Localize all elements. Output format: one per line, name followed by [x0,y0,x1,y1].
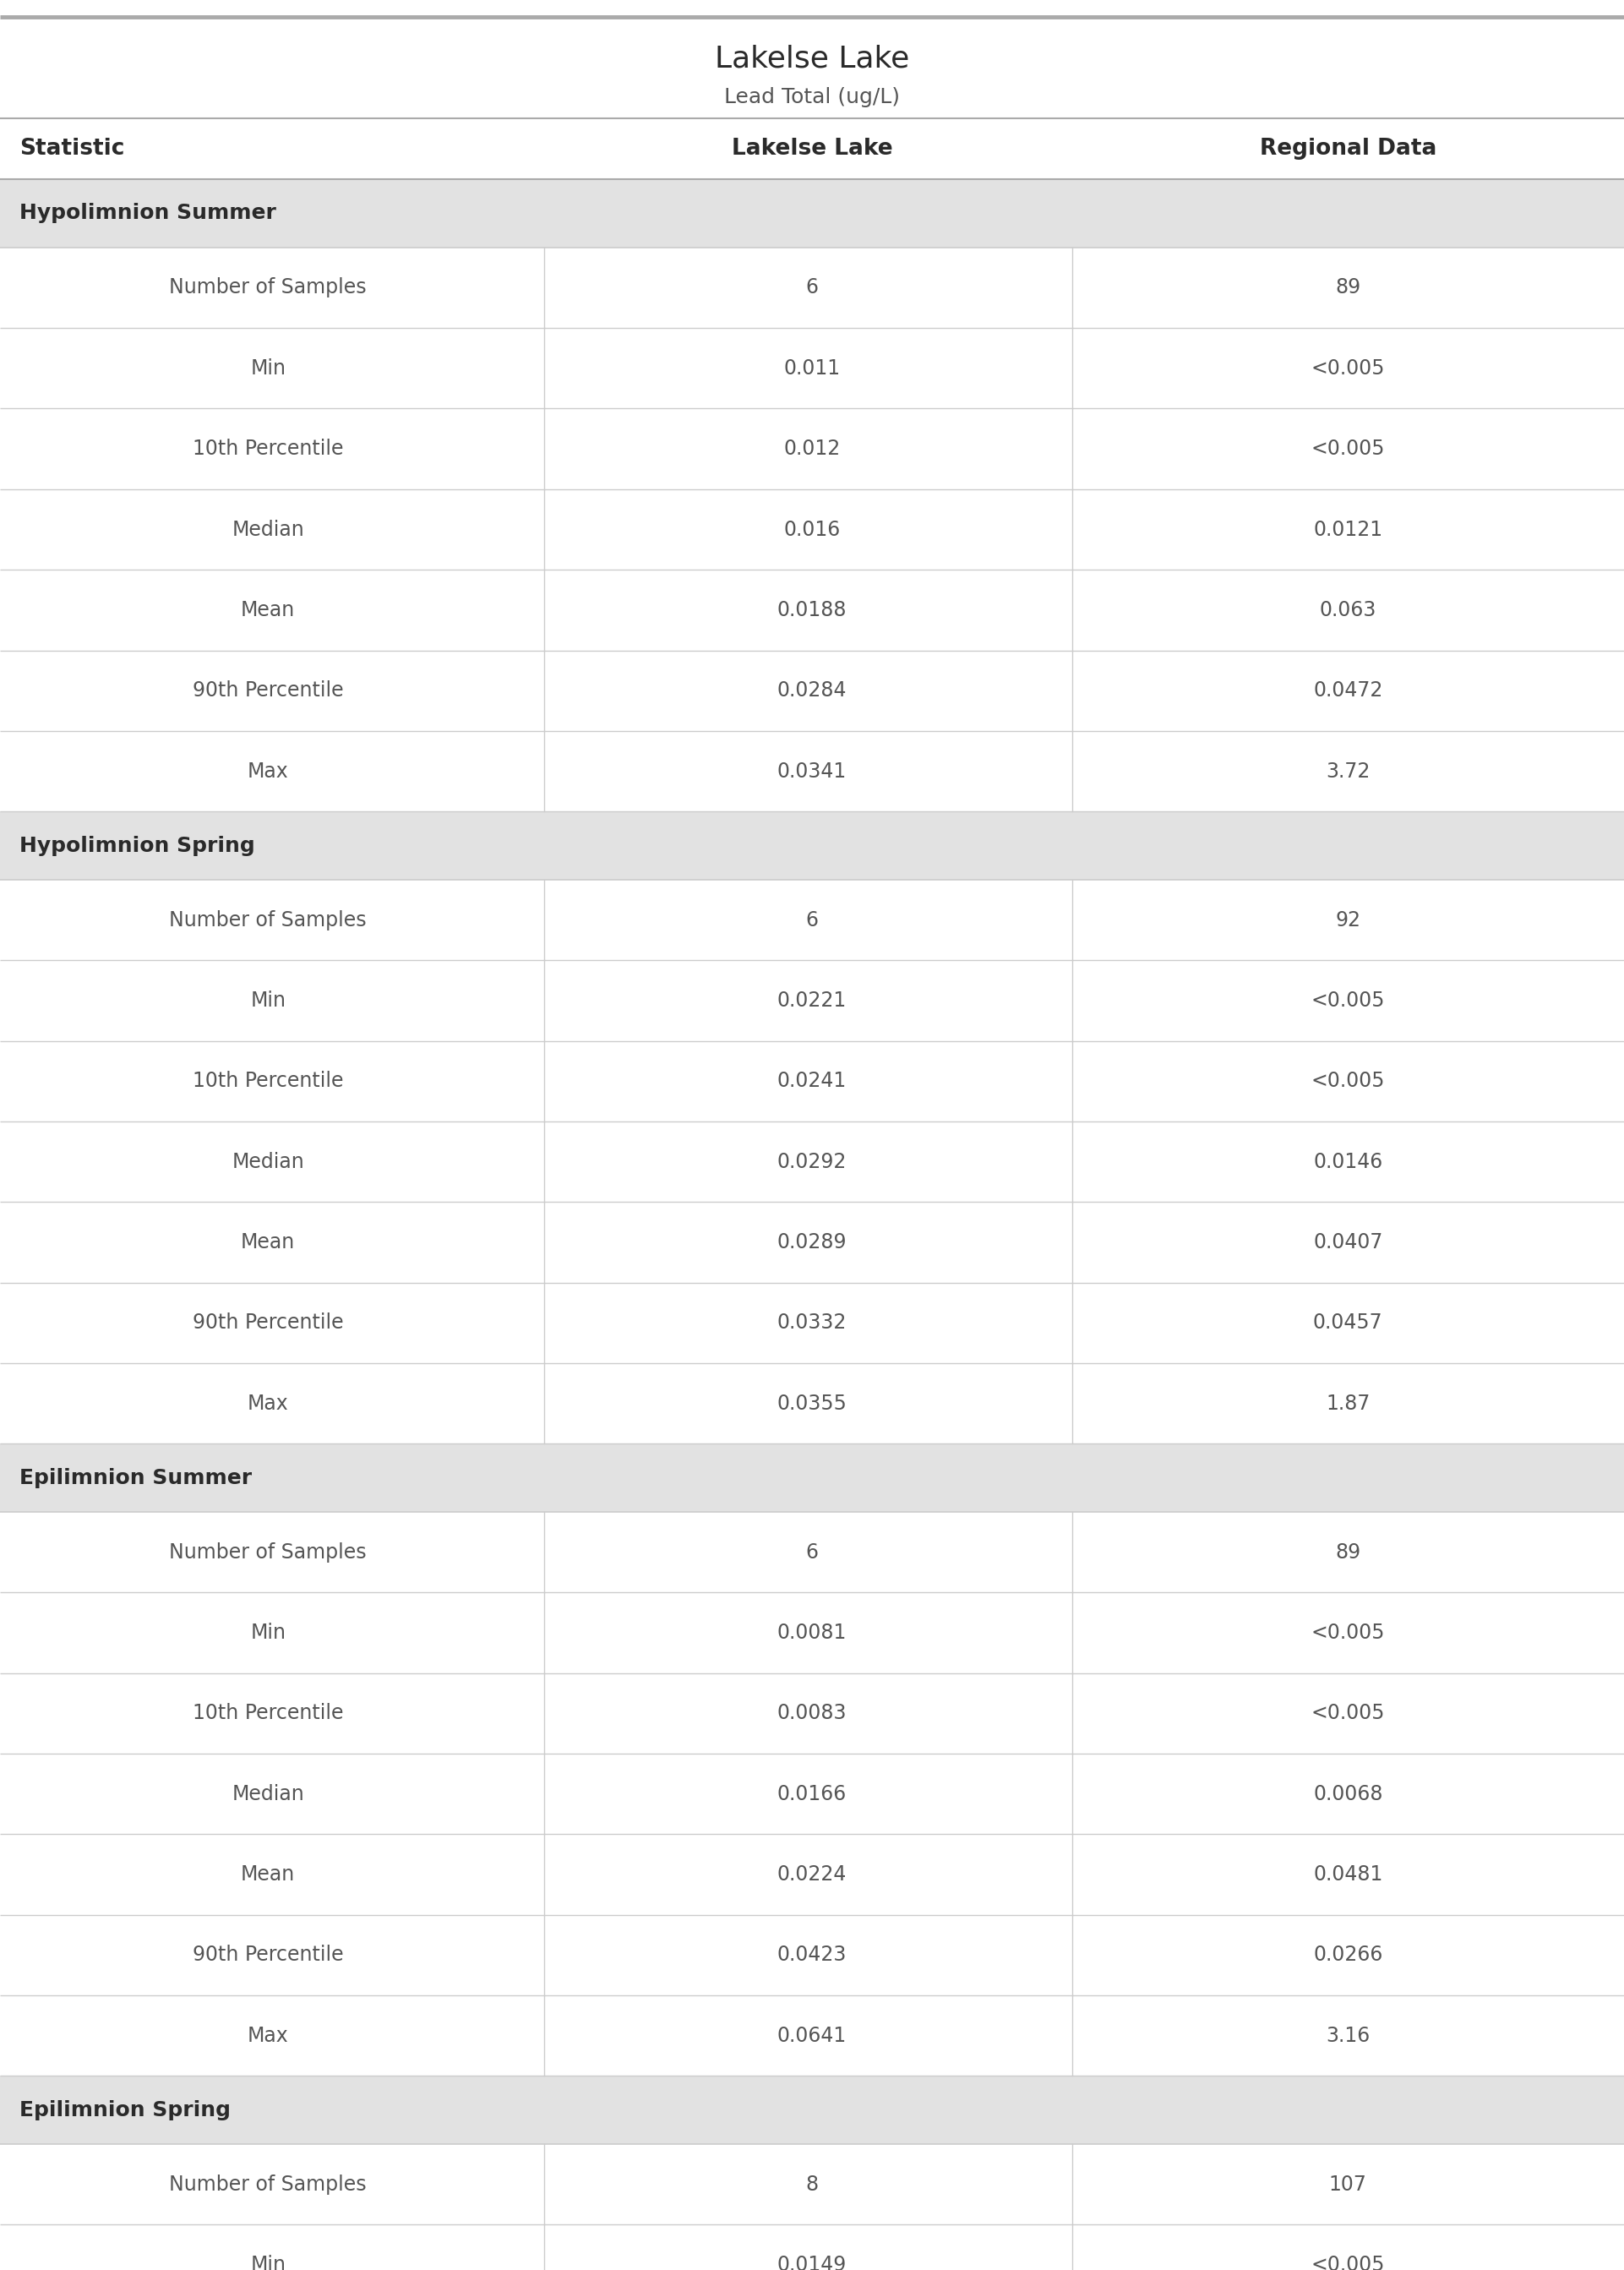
Text: 89: 89 [1335,1541,1361,1562]
Text: Number of Samples: Number of Samples [169,277,367,297]
Text: Min: Min [250,990,286,1010]
Text: 0.0149: 0.0149 [778,2254,846,2270]
Text: Median: Median [232,520,304,540]
Text: 0.0266: 0.0266 [1314,1945,1382,1966]
Text: 0.0188: 0.0188 [778,599,846,620]
Text: 0.0166: 0.0166 [778,1784,846,1805]
Text: Median: Median [232,1151,304,1171]
Text: 0.0641: 0.0641 [778,2025,846,2045]
Text: 3.72: 3.72 [1325,760,1371,781]
Text: 0.0423: 0.0423 [778,1945,846,1966]
Text: 0.016: 0.016 [784,520,840,540]
Text: 8: 8 [806,2175,818,2195]
Text: 0.0081: 0.0081 [778,1623,846,1643]
Text: Min: Min [250,1623,286,1643]
Text: 0.0224: 0.0224 [778,1864,846,1884]
Text: 0.0481: 0.0481 [1314,1864,1382,1884]
Text: Lead Total (ug/L): Lead Total (ug/L) [724,89,900,107]
Text: Statistic: Statistic [19,138,125,159]
Text: 0.0289: 0.0289 [778,1233,846,1253]
Text: 0.011: 0.011 [784,359,840,379]
Text: 0.063: 0.063 [1319,599,1377,620]
Text: Number of Samples: Number of Samples [169,2175,367,2195]
Text: 92: 92 [1335,910,1361,931]
Text: 10th Percentile: 10th Percentile [193,1071,343,1092]
Text: 10th Percentile: 10th Percentile [193,438,343,459]
Text: Epilimnion Summer: Epilimnion Summer [19,1469,252,1487]
Text: Number of Samples: Number of Samples [169,1541,367,1562]
Text: 0.0241: 0.0241 [778,1071,846,1092]
Text: 0.0332: 0.0332 [778,1312,846,1332]
Text: Mean: Mean [240,599,296,620]
Text: Epilimnion Spring: Epilimnion Spring [19,2100,231,2120]
Text: <0.005: <0.005 [1311,438,1385,459]
Text: <0.005: <0.005 [1311,1071,1385,1092]
Text: <0.005: <0.005 [1311,359,1385,379]
Text: 0.0292: 0.0292 [778,1151,846,1171]
Text: Min: Min [250,2254,286,2270]
Text: 0.0284: 0.0284 [778,681,846,701]
Text: 6: 6 [806,1541,818,1562]
Text: 90th Percentile: 90th Percentile [193,1945,343,1966]
Text: Regional Data: Regional Data [1260,138,1436,159]
Bar [0,2075,1624,2143]
Text: 107: 107 [1328,2175,1367,2195]
Text: 89: 89 [1335,277,1361,297]
Text: Max: Max [247,760,289,781]
Text: Lakelse Lake: Lakelse Lake [731,138,893,159]
Text: Max: Max [247,2025,289,2045]
Text: 0.0457: 0.0457 [1314,1312,1382,1332]
Text: 1.87: 1.87 [1325,1394,1371,1414]
Text: Mean: Mean [240,1233,296,1253]
Text: Max: Max [247,1394,289,1414]
Text: Mean: Mean [240,1864,296,1884]
Text: 0.0146: 0.0146 [1314,1151,1382,1171]
Text: 0.0068: 0.0068 [1314,1784,1382,1805]
Text: <0.005: <0.005 [1311,2254,1385,2270]
Text: 90th Percentile: 90th Percentile [193,681,343,701]
Text: 0.0221: 0.0221 [778,990,846,1010]
Text: Median: Median [232,1784,304,1805]
Bar [0,1444,1624,1512]
Text: 0.0472: 0.0472 [1314,681,1382,701]
Text: 0.0407: 0.0407 [1314,1233,1382,1253]
Bar [0,810,1624,878]
Text: 10th Percentile: 10th Percentile [193,1702,343,1723]
Text: 0.0083: 0.0083 [778,1702,846,1723]
Text: <0.005: <0.005 [1311,1702,1385,1723]
Text: 6: 6 [806,910,818,931]
Text: <0.005: <0.005 [1311,1623,1385,1643]
Text: 0.012: 0.012 [784,438,840,459]
Text: 90th Percentile: 90th Percentile [193,1312,343,1332]
Text: 0.0341: 0.0341 [778,760,846,781]
Text: Min: Min [250,359,286,379]
Bar [0,179,1624,247]
Text: Number of Samples: Number of Samples [169,910,367,931]
Text: Lakelse Lake: Lakelse Lake [715,45,909,73]
Text: Hypolimnion Summer: Hypolimnion Summer [19,204,276,222]
Text: Hypolimnion Spring: Hypolimnion Spring [19,835,255,856]
Text: 3.16: 3.16 [1325,2025,1371,2045]
Text: 6: 6 [806,277,818,297]
Text: 0.0121: 0.0121 [1314,520,1382,540]
Text: 0.0355: 0.0355 [776,1394,848,1414]
Text: <0.005: <0.005 [1311,990,1385,1010]
